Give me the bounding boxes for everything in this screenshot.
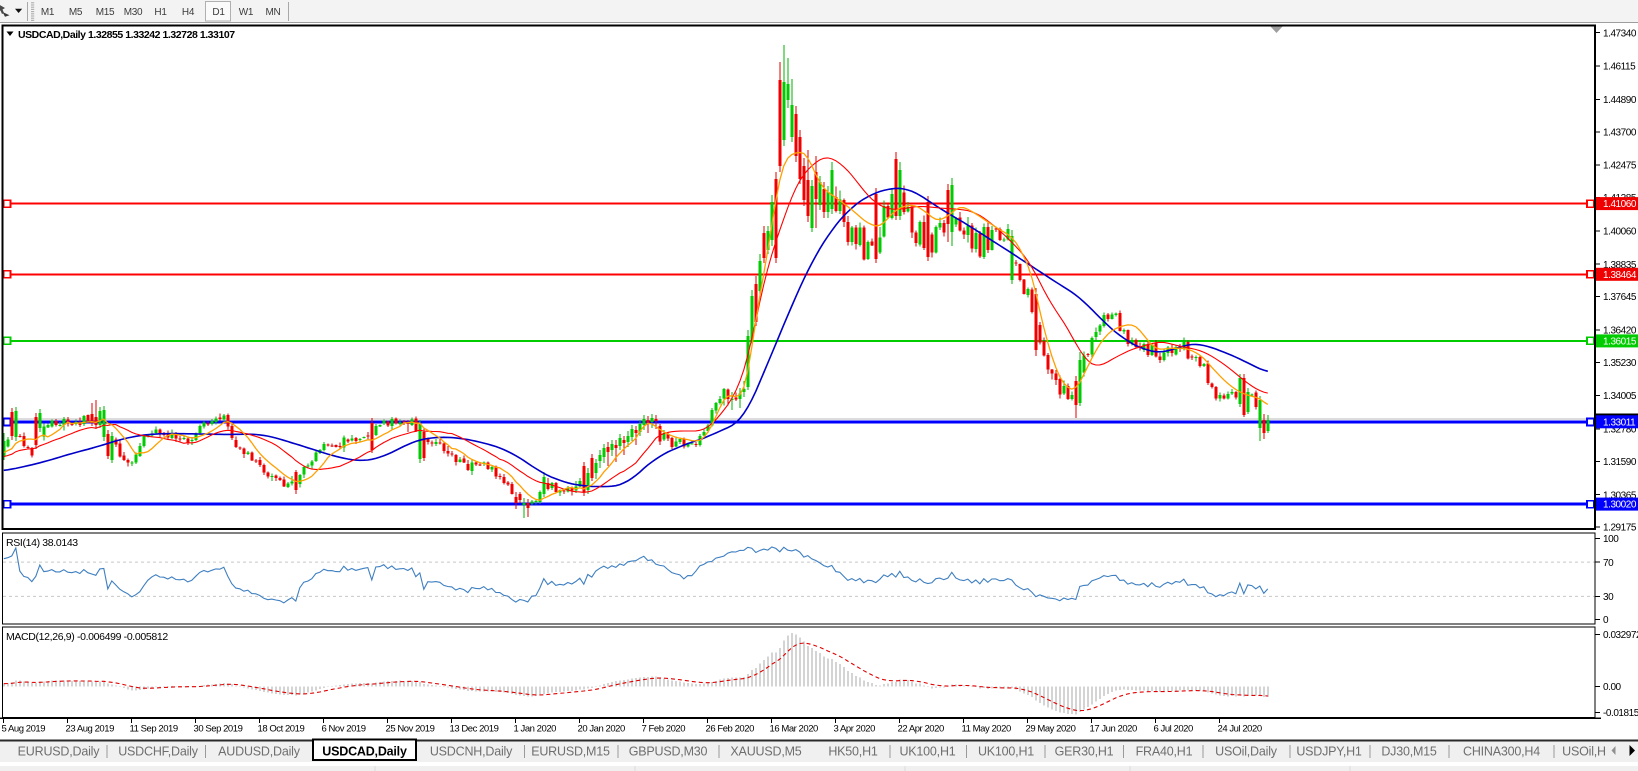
svg-text:1 Jan 2020: 1 Jan 2020	[514, 724, 557, 735]
svg-text:1.29175: 1.29175	[1603, 523, 1637, 534]
svg-text:UK100,H1: UK100,H1	[978, 745, 1034, 759]
svg-text:1.30365: 1.30365	[1603, 490, 1637, 501]
svg-text:26 Feb 2020: 26 Feb 2020	[706, 724, 755, 735]
svg-text:MACD(12,26,9) -0.006499 -0.005: MACD(12,26,9) -0.006499 -0.005812	[6, 631, 168, 643]
svg-text:USDJPY,H1: USDJPY,H1	[1296, 745, 1362, 759]
svg-text:1.38464: 1.38464	[1603, 270, 1637, 281]
svg-text:11 Sep 2019: 11 Sep 2019	[130, 724, 178, 735]
svg-text:22 Apr 2020: 22 Apr 2020	[898, 724, 944, 735]
svg-text:100: 100	[1603, 534, 1619, 545]
svg-text:23 Aug 2019: 23 Aug 2019	[66, 724, 115, 735]
svg-text:1.42475: 1.42475	[1603, 161, 1637, 172]
svg-text:17 Jun 2020: 17 Jun 2020	[1090, 724, 1138, 735]
svg-text:CHINA300,H4: CHINA300,H4	[1463, 745, 1540, 759]
svg-text:1.34005: 1.34005	[1603, 391, 1637, 402]
svg-text:GER30,H1: GER30,H1	[1055, 745, 1114, 759]
svg-text:1.41060: 1.41060	[1603, 199, 1637, 210]
svg-text:30: 30	[1603, 592, 1614, 603]
svg-text:0.00: 0.00	[1603, 682, 1622, 693]
svg-text:USDCNH,Daily: USDCNH,Daily	[430, 745, 513, 759]
svg-text:XAUUSD,M5: XAUUSD,M5	[730, 745, 801, 759]
svg-text:M1: M1	[41, 7, 55, 18]
svg-text:1.43700: 1.43700	[1603, 127, 1637, 138]
svg-text:1.31590: 1.31590	[1603, 457, 1637, 468]
svg-text:M30: M30	[124, 7, 143, 18]
svg-text:6 Nov 2019: 6 Nov 2019	[322, 724, 366, 735]
svg-text:DJ30,M15: DJ30,M15	[1381, 745, 1437, 759]
svg-text:25 Nov 2019: 25 Nov 2019	[386, 724, 435, 735]
svg-text:0.032972: 0.032972	[1603, 630, 1638, 641]
svg-text:0: 0	[1603, 615, 1609, 626]
svg-text:USOil,H: USOil,H	[1562, 745, 1606, 759]
svg-text:FRA40,H1: FRA40,H1	[1136, 745, 1193, 759]
svg-text:13 Dec 2019: 13 Dec 2019	[450, 724, 499, 735]
svg-text:3 Apr 2020: 3 Apr 2020	[834, 724, 876, 735]
svg-text:7 Feb 2020: 7 Feb 2020	[642, 724, 686, 735]
svg-text:M5: M5	[69, 7, 83, 18]
svg-text:1.40060: 1.40060	[1603, 226, 1637, 237]
svg-text:1.30020: 1.30020	[1603, 500, 1637, 511]
svg-text:1.33011: 1.33011	[1603, 417, 1636, 428]
svg-text:RSI(14) 38.0143: RSI(14) 38.0143	[6, 537, 78, 549]
svg-text:1.36015: 1.36015	[1603, 337, 1637, 348]
svg-text:1.46115: 1.46115	[1603, 62, 1636, 73]
svg-text:5 Aug 2019: 5 Aug 2019	[2, 724, 46, 735]
svg-text:20 Jan 2020: 20 Jan 2020	[578, 724, 626, 735]
svg-text:H4: H4	[182, 7, 195, 18]
svg-text:1.44890: 1.44890	[1603, 95, 1637, 106]
svg-text:USDCHF,Daily: USDCHF,Daily	[118, 745, 199, 759]
svg-text:USDCAD,Daily: USDCAD,Daily	[322, 745, 407, 759]
svg-text:1.35230: 1.35230	[1603, 358, 1637, 369]
svg-text:D1: D1	[212, 7, 225, 18]
svg-text:EURUSD,Daily: EURUSD,Daily	[18, 745, 101, 759]
svg-text:11 May 2020: 11 May 2020	[962, 724, 1011, 735]
svg-text:HK50,H1: HK50,H1	[828, 745, 878, 759]
svg-text:30 Sep 2019: 30 Sep 2019	[194, 724, 243, 735]
svg-text:1.38835: 1.38835	[1603, 260, 1637, 271]
svg-text:24 Jul 2020: 24 Jul 2020	[1218, 724, 1262, 735]
svg-text:70: 70	[1603, 558, 1614, 569]
svg-text:-0.018154: -0.018154	[1603, 708, 1638, 719]
svg-text:USOil,Daily: USOil,Daily	[1215, 745, 1278, 759]
svg-text:UK100,H1: UK100,H1	[899, 745, 955, 759]
svg-text:MN: MN	[266, 7, 281, 18]
svg-text:1.36420: 1.36420	[1603, 326, 1637, 337]
svg-text:1.37645: 1.37645	[1603, 292, 1637, 303]
svg-text:H1: H1	[154, 7, 167, 18]
svg-text:AUDUSD,Daily: AUDUSD,Daily	[218, 745, 301, 759]
svg-text:29 May 2020: 29 May 2020	[1026, 724, 1076, 735]
svg-text:GBPUSD,M30: GBPUSD,M30	[629, 745, 708, 759]
svg-text:1.47340: 1.47340	[1603, 28, 1637, 39]
svg-text:W1: W1	[239, 7, 254, 18]
svg-text:1.32780: 1.32780	[1603, 425, 1637, 436]
svg-text:USDCAD,Daily 1.32855 1.33242: USDCAD,Daily 1.32855 1.33242 1.32728 1.3…	[18, 29, 235, 41]
svg-text:6 Jul 2020: 6 Jul 2020	[1154, 724, 1194, 735]
svg-text:M15: M15	[96, 7, 115, 18]
svg-text:18 Oct 2019: 18 Oct 2019	[258, 724, 305, 735]
svg-text:EURUSD,M15: EURUSD,M15	[531, 745, 610, 759]
svg-text:16 Mar 2020: 16 Mar 2020	[770, 724, 819, 735]
